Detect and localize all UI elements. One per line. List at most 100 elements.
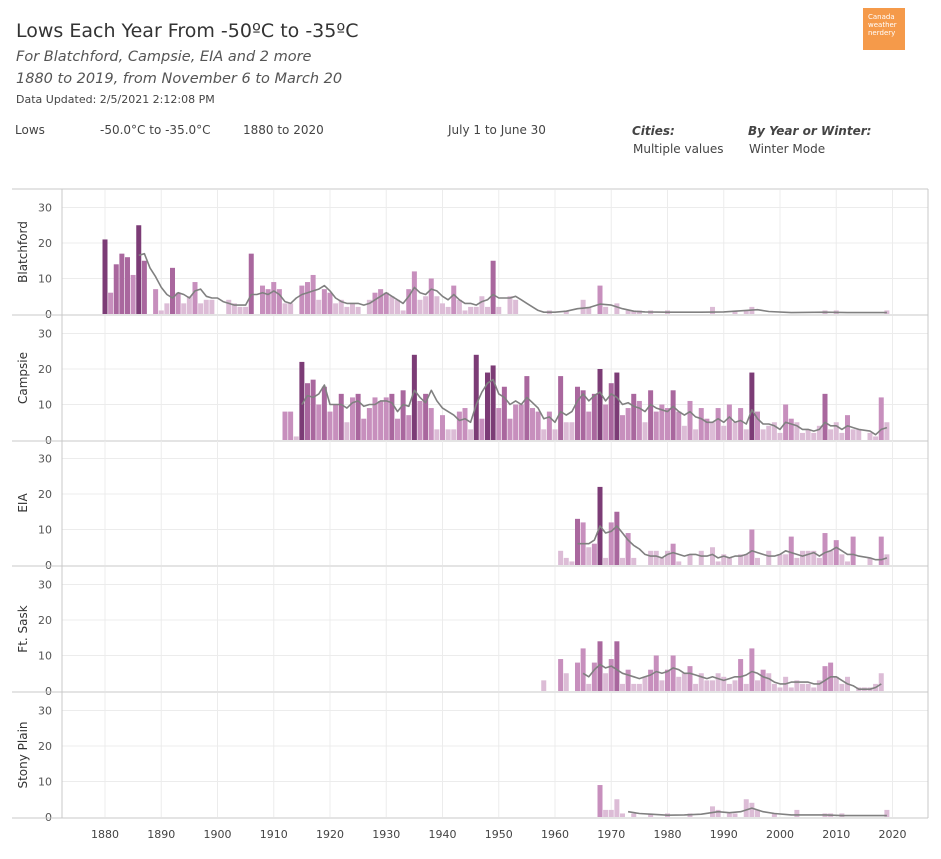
data-bar [580,299,586,314]
y-tick-label: 20 [38,488,52,501]
data-bar [164,303,170,314]
data-bar [541,680,547,691]
data-bar [704,418,710,440]
data-bar [693,429,699,440]
temp-range-filter[interactable]: -50.0°C to -35.0°C [100,123,211,137]
data-bar [181,303,187,314]
data-bar [119,253,125,314]
data-bar [704,680,710,691]
data-bar [698,408,704,440]
cities-filter-value[interactable]: Multiple values [633,142,724,156]
data-bar [828,550,834,565]
panel-label: Blatchford [16,221,30,283]
y-tick-label: 30 [38,328,52,341]
data-bar [816,557,822,565]
x-tick-label: 2020 [879,828,907,841]
data-bar [186,296,192,314]
data-bar [344,422,350,440]
data-bar [676,676,682,691]
data-bar [856,429,862,440]
trend-line [627,807,887,817]
x-tick-label: 1880 [91,828,119,841]
data-bar [777,687,783,691]
data-bar [305,383,310,440]
data-bar [878,397,884,440]
mode-filter-label: By Year or Winter: [748,124,872,138]
mode-filter-value[interactable]: Winter Mode [749,142,826,156]
y-tick-label: 10 [38,524,52,537]
data-bar [406,289,412,314]
x-tick-label: 1950 [485,828,513,841]
data-bar [153,289,159,314]
data-bar [760,669,766,691]
data-bar [648,669,654,691]
data-bar [327,292,333,314]
data-bar [884,422,890,440]
data-bar [456,411,462,440]
data-bar [721,425,727,440]
metric-filter[interactable]: Lows [15,123,45,137]
data-bar [755,809,760,817]
x-tick-label: 1890 [147,828,175,841]
data-bar [518,404,524,440]
year-range-filter[interactable]: 1880 to 2020 [243,123,324,137]
data-bar [327,411,333,440]
data-bar [423,296,429,314]
data-bar [816,680,822,691]
data-bar [316,299,322,314]
data-bar [828,429,834,440]
data-bar [468,429,474,440]
data-bar [665,669,670,691]
data-bar [586,547,592,565]
data-bar [839,683,845,691]
data-bar [299,285,305,314]
data-bar [867,432,873,440]
data-bar [580,648,586,691]
data-bar [569,561,575,565]
data-bar [400,390,406,440]
data-bar [749,529,755,565]
data-bar [743,554,749,565]
x-tick-label: 2010 [822,828,850,841]
data-bar [665,550,670,565]
chart-subtitle-range: 1880 to 2019, from November 6 to March 2… [16,71,343,87]
data-bar [867,557,873,565]
data-bar [620,683,625,691]
data-bar [811,687,817,691]
data-bar [884,554,890,565]
data-bar [710,422,715,440]
data-bar [603,809,609,817]
data-bar [434,429,440,440]
data-bar [563,422,569,440]
data-bar [417,400,423,440]
data-bar [625,408,631,440]
data-bar [468,306,474,314]
data-bar [558,376,564,440]
data-bar [721,676,727,691]
data-bar [333,404,339,440]
data-bar [800,683,805,691]
data-bar [299,361,305,440]
season-filter[interactable]: July 1 to June 30 [448,123,546,137]
data-bar [833,422,839,440]
data-updated-text: Data Updated: 2/5/2021 2:12:08 PM [16,93,215,106]
data-bar [597,785,603,817]
data-bar [839,432,845,440]
data-bar [816,425,822,440]
data-bar [462,310,468,314]
data-bar [580,390,586,440]
data-bar [440,415,445,440]
data-bar [822,533,828,565]
data-bar [738,659,744,691]
data-bar [316,404,322,440]
data-bar [653,550,659,565]
data-bar [102,239,108,314]
data-bar [732,422,738,440]
data-bar [608,383,614,440]
data-bar [338,393,344,440]
canada-weather-nerdery-logo[interactable]: Canada weather nerdery [863,8,905,50]
data-bar [237,306,243,314]
data-bar [833,676,839,691]
data-bar [777,432,783,440]
